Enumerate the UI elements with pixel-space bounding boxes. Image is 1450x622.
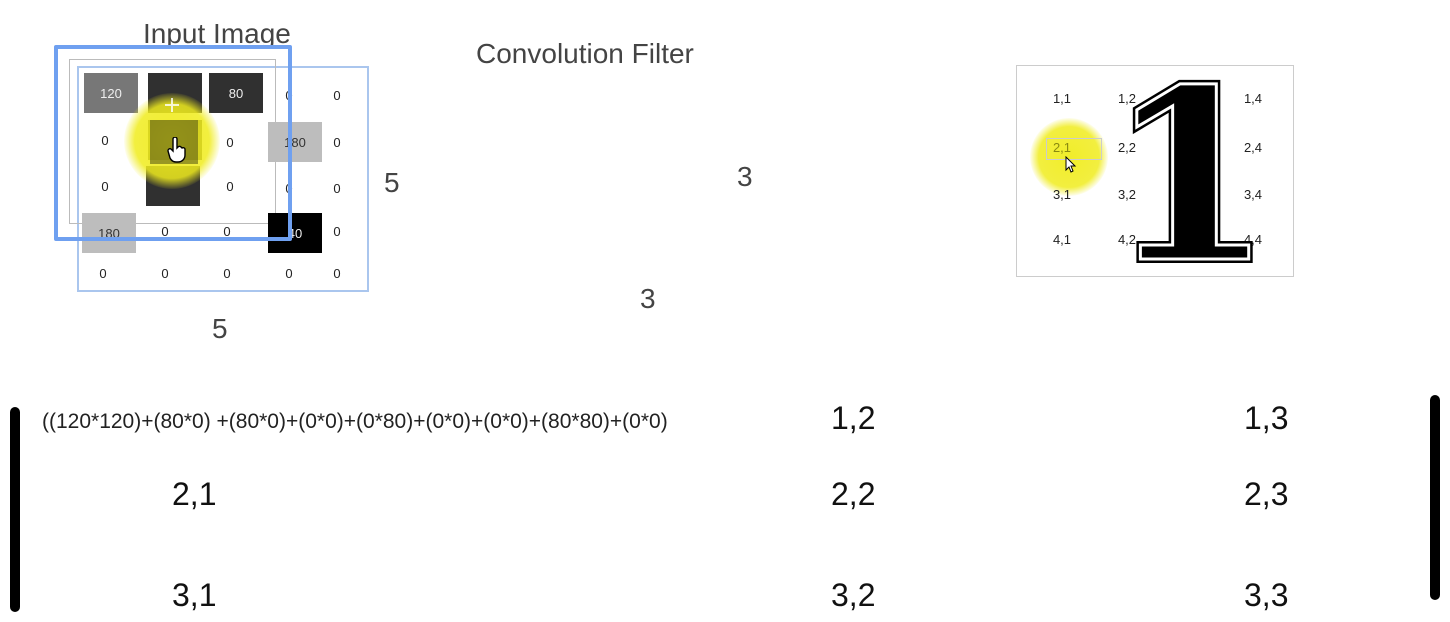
matrix-cell-1-3: 1,3 [1244, 400, 1289, 436]
kernel-window [54, 45, 292, 241]
input-cell: 80 [209, 73, 263, 113]
input-image-title: Input Image [143, 18, 291, 49]
input-cell: 0 [161, 223, 169, 239]
input-width-label: 5 [212, 313, 228, 344]
output-cell: 4,4 [1243, 232, 1263, 247]
input-cell: 0 [99, 265, 107, 281]
filter-width-label: 3 [640, 283, 656, 314]
matrix-right-bracket [1430, 395, 1440, 600]
output-cell: 2,1 [1052, 140, 1072, 155]
output-cell: 1,2 [1117, 91, 1137, 106]
output-cell: 2,4 [1243, 140, 1263, 155]
arrow-cursor-icon [1065, 156, 1077, 173]
output-cell: 2,3 [1182, 140, 1202, 155]
filter-height-label: 3 [737, 161, 753, 192]
matrix-cell-3-3: 3,3 [1244, 577, 1289, 613]
output-cell: 1,1 [1052, 91, 1072, 106]
output-cursor-highlight [1030, 118, 1108, 196]
input-cell: 0 [333, 180, 341, 196]
varsity-digit-one: 1 [1104, 37, 1276, 315]
input-cell: 0 [285, 265, 293, 281]
input-cell: 40 [268, 213, 322, 253]
input-cell: 0 [101, 178, 109, 194]
matrix-cell-1-2: 1,2 [831, 400, 876, 436]
input-cell: 0 [333, 134, 341, 150]
output-cell: 3,4 [1243, 187, 1263, 202]
matrix-cell-1-1-formula: ((120*120)+(80*0) +(80*0)+(0*0)+(0*80)+(… [42, 410, 668, 433]
matrix-cell-3-1: 3,1 [172, 577, 217, 613]
input-cell: 180 [82, 213, 136, 253]
output-cell: 4,3 [1182, 232, 1202, 247]
output-cell: 4,1 [1052, 232, 1072, 247]
input-cell: 0 [223, 265, 231, 281]
output-cell: 2,2 [1117, 140, 1137, 155]
input-cell: 0 [226, 178, 234, 194]
input-cell: 0 [223, 223, 231, 239]
matrix-cell-2-3: 2,3 [1244, 476, 1289, 512]
matrix-cell-2-2: 2,2 [831, 476, 876, 512]
hand-cursor-icon [167, 137, 186, 163]
matrix-cell-3-2: 3,2 [831, 577, 876, 613]
input-cell: 0 [101, 132, 109, 148]
matrix-left-bracket [10, 407, 20, 612]
input-cell: 0 [333, 265, 341, 281]
selected-output-cell-box [1046, 138, 1102, 160]
output-cell: 1,3 [1182, 91, 1202, 106]
matrix-cell-2-1: 2,1 [172, 476, 217, 512]
output-cell: 3,2 [1117, 187, 1137, 202]
input-cell: 120 [84, 73, 138, 113]
output-grid-frame [1016, 65, 1294, 277]
input-cell: 0 [333, 87, 341, 103]
input-height-label: 5 [384, 167, 400, 198]
output-cell: 1,4 [1243, 91, 1263, 106]
varsity-digit-one-inner: 1 [1106, 37, 1273, 315]
input-cell: 0 [226, 134, 234, 150]
plus-marker-icon [165, 98, 179, 112]
input-cell: 0 [333, 223, 341, 239]
output-cell: 4,2 [1117, 232, 1137, 247]
output-cell: 3,3 [1182, 187, 1202, 202]
output-cell: 3,1 [1052, 187, 1072, 202]
input-grid-outer-frame [77, 66, 369, 292]
convolution-filter-title: Convolution Filter [476, 38, 694, 69]
input-cell: 0 [161, 265, 169, 281]
input-cell: 180 [268, 122, 322, 162]
